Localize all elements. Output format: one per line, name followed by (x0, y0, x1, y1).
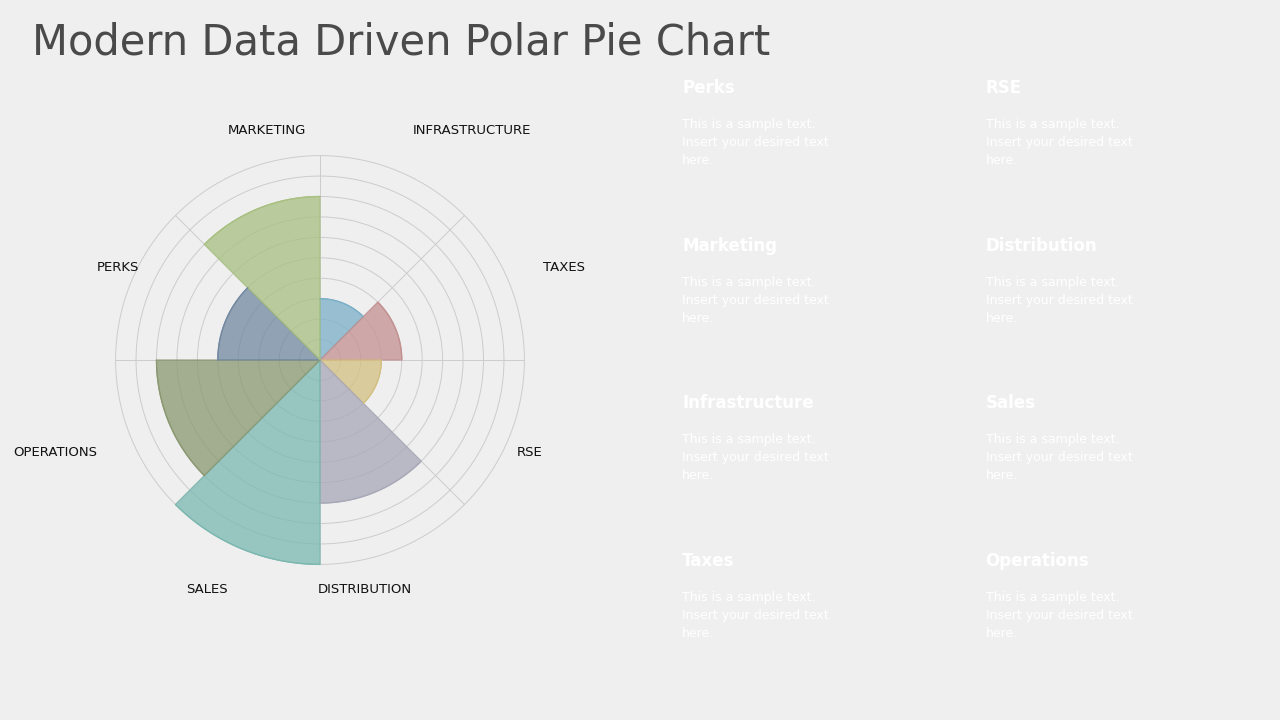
Text: This is a sample text.
Insert your desired text
here.: This is a sample text. Insert your desir… (682, 276, 829, 325)
Text: RSE: RSE (517, 446, 543, 459)
Text: DISTRIBUTION: DISTRIBUTION (319, 582, 412, 596)
Text: This is a sample text.
Insert your desired text
here.: This is a sample text. Insert your desir… (986, 433, 1133, 482)
Text: This is a sample text.
Insert your desired text
here.: This is a sample text. Insert your desir… (682, 433, 829, 482)
Polygon shape (218, 288, 320, 360)
Text: Taxes: Taxes (682, 552, 735, 570)
Text: MARKETING: MARKETING (228, 124, 306, 138)
Text: Operations: Operations (986, 552, 1089, 570)
Polygon shape (320, 360, 381, 403)
Text: Marketing: Marketing (682, 237, 777, 255)
Text: This is a sample text.
Insert your desired text
here.: This is a sample text. Insert your desir… (986, 118, 1133, 167)
Polygon shape (320, 302, 402, 360)
Text: Infrastructure: Infrastructure (682, 395, 814, 413)
Polygon shape (205, 197, 320, 360)
Text: Perks: Perks (682, 79, 735, 97)
Polygon shape (175, 360, 320, 564)
Text: Distribution: Distribution (986, 237, 1097, 255)
Text: This is a sample text.
Insert your desired text
here.: This is a sample text. Insert your desir… (986, 276, 1133, 325)
Text: SALES: SALES (186, 582, 228, 596)
Text: Modern Data Driven Polar Pie Chart: Modern Data Driven Polar Pie Chart (32, 22, 771, 63)
Text: INFRASTRUCTURE: INFRASTRUCTURE (412, 124, 531, 138)
Text: RSE: RSE (986, 79, 1021, 97)
Polygon shape (320, 299, 364, 360)
Polygon shape (156, 360, 320, 476)
Text: This is a sample text.
Insert your desired text
here.: This is a sample text. Insert your desir… (682, 118, 829, 167)
Text: OPERATIONS: OPERATIONS (13, 446, 97, 459)
Text: This is a sample text.
Insert your desired text
here.: This is a sample text. Insert your desir… (986, 591, 1133, 640)
Text: This is a sample text.
Insert your desired text
here.: This is a sample text. Insert your desir… (682, 591, 829, 640)
Polygon shape (320, 360, 421, 503)
Text: Sales: Sales (986, 395, 1036, 413)
Text: TAXES: TAXES (543, 261, 585, 274)
Text: PERKS: PERKS (97, 261, 140, 274)
